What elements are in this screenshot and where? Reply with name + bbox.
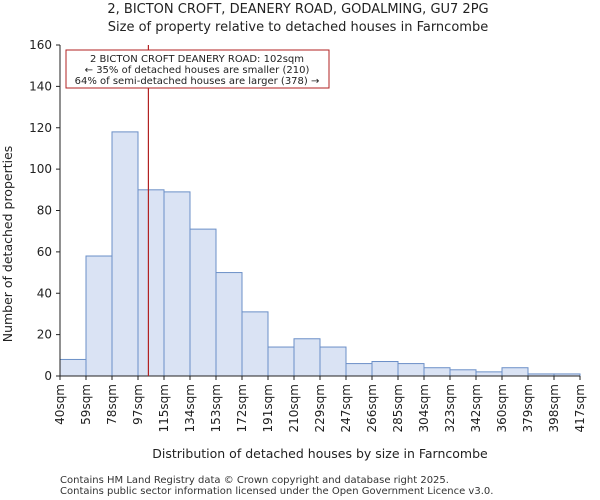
x-tick-label: 229sqm — [313, 384, 327, 432]
annotation-box: 2 BICTON CROFT DEANERY ROAD: 102sqm ← 35… — [66, 50, 329, 88]
x-tick-label: 40sqm — [53, 384, 67, 425]
histogram-bar — [346, 364, 372, 376]
bars-group — [60, 132, 580, 376]
y-tick-label: 100 — [29, 162, 52, 176]
histogram-bar — [476, 372, 502, 376]
chart-subtitle: Size of property relative to detached ho… — [108, 20, 488, 35]
histogram-bar — [320, 347, 346, 376]
y-tick-label: 120 — [29, 121, 52, 135]
histogram-bar — [190, 229, 216, 376]
histogram-bar — [424, 368, 450, 376]
footer-line-1: Contains HM Land Registry data © Crown c… — [60, 475, 449, 486]
histogram-bar — [502, 368, 528, 376]
x-tick-label: 398sqm — [547, 384, 561, 432]
y-tick-label: 40 — [37, 286, 52, 300]
histogram-bar — [450, 370, 476, 376]
histogram-bar — [138, 190, 164, 376]
x-tick-label: 210sqm — [287, 384, 301, 432]
y-tick-label: 80 — [37, 204, 52, 218]
y-tick-label: 0 — [44, 369, 52, 383]
histogram-bar — [60, 359, 86, 376]
x-tick-label: 304sqm — [417, 384, 431, 432]
y-axis-ticks: 0 20 40 60 80 100 120 140 160 — [29, 38, 60, 383]
x-tick-label: 417sqm — [573, 384, 587, 432]
histogram-bar — [268, 347, 294, 376]
histogram-chart: 2, BICTON CROFT, DEANERY ROAD, GODALMING… — [0, 0, 600, 500]
histogram-bar — [164, 192, 190, 376]
histogram-bar — [294, 339, 320, 376]
x-tick-label: 97sqm — [131, 384, 145, 425]
x-tick-label: 115sqm — [157, 384, 171, 432]
histogram-bar — [216, 273, 242, 376]
histogram-bar — [398, 364, 424, 376]
x-tick-label: 266sqm — [365, 384, 379, 432]
histogram-bar — [372, 362, 398, 376]
y-tick-label: 60 — [37, 245, 52, 259]
histogram-bar — [242, 312, 268, 376]
y-tick-label: 140 — [29, 79, 52, 93]
x-tick-label: 247sqm — [339, 384, 353, 432]
x-tick-label: 323sqm — [443, 384, 457, 432]
x-tick-label: 360sqm — [495, 384, 509, 432]
histogram-bar — [86, 256, 112, 376]
x-tick-label: 59sqm — [79, 384, 93, 425]
histogram-bar — [112, 132, 138, 376]
y-tick-label: 20 — [37, 328, 52, 342]
x-axis-label: Distribution of detached houses by size … — [152, 446, 488, 461]
x-tick-label: 153sqm — [209, 384, 223, 432]
x-tick-label: 172sqm — [235, 384, 249, 432]
x-tick-label: 191sqm — [261, 384, 275, 432]
chart-title: 2, BICTON CROFT, DEANERY ROAD, GODALMING… — [107, 2, 488, 17]
footer-line-2: Contains public sector information licen… — [60, 486, 493, 497]
x-tick-label: 379sqm — [521, 384, 535, 432]
y-tick-label: 160 — [29, 38, 52, 52]
x-tick-label: 342sqm — [469, 384, 483, 432]
annotation-line-1: 2 BICTON CROFT DEANERY ROAD: 102sqm — [90, 54, 304, 65]
x-tick-label: 78sqm — [105, 384, 119, 425]
annotation-line-2: ← 35% of detached houses are smaller (21… — [85, 65, 310, 76]
x-axis-ticks: 40sqm 59sqm 78sqm 97sqm 115sqm 134sqm 153sqm 17… — [53, 376, 587, 432]
x-tick-label: 285sqm — [391, 384, 405, 432]
annotation-line-3: 64% of semi-detached houses are larger (… — [75, 76, 320, 87]
x-tick-label: 134sqm — [183, 384, 197, 432]
y-axis-label: Number of detached properties — [0, 146, 15, 343]
